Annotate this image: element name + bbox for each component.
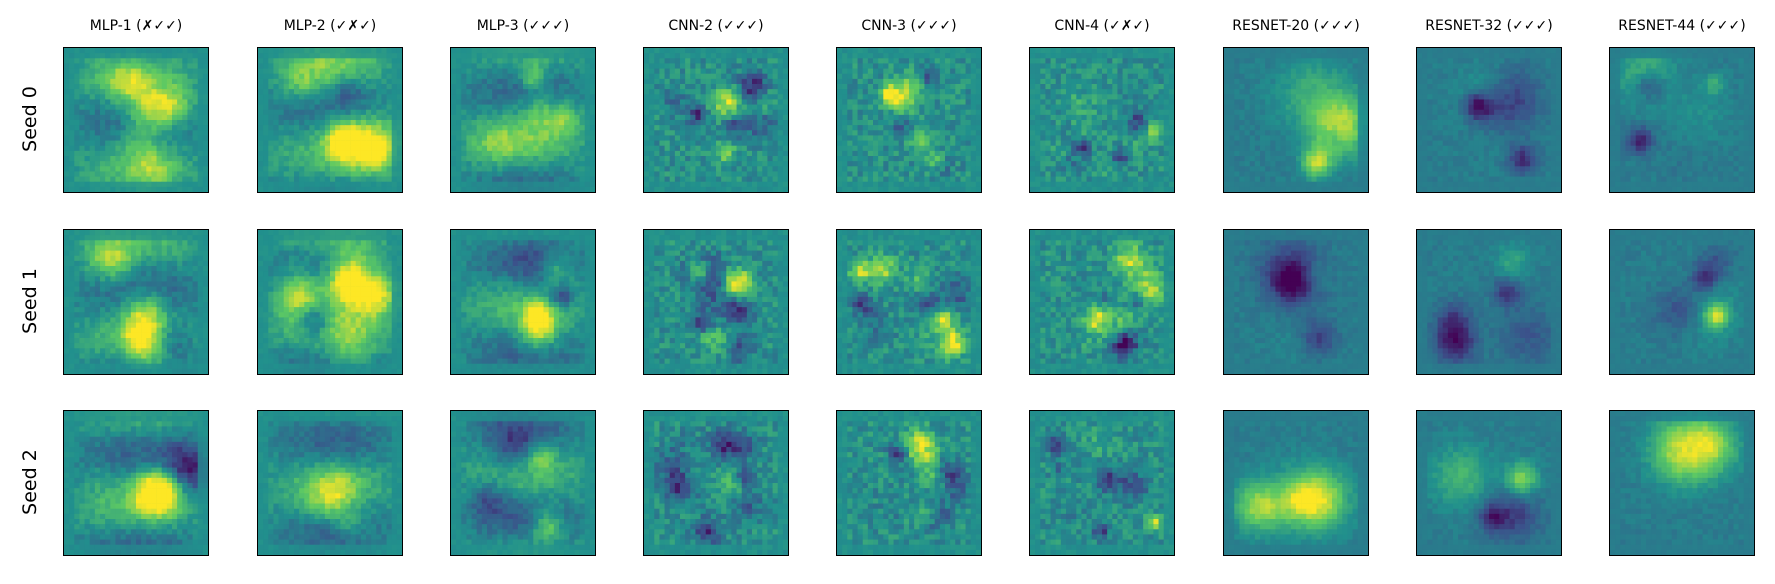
heatmap-image <box>451 230 595 374</box>
heatmap-panel <box>643 47 789 193</box>
heatmap-image <box>1030 411 1174 555</box>
heatmap-image <box>1224 230 1368 374</box>
heatmap-image <box>64 48 208 192</box>
heatmap-image <box>451 48 595 192</box>
heatmap-panel <box>836 47 982 193</box>
heatmap-image <box>1610 230 1754 374</box>
column-title: RESNET-32 (✓✓✓) <box>1389 17 1589 35</box>
row-label: Seed 0 <box>19 74 41 164</box>
column-title: MLP-1 (✗✓✓) <box>36 17 236 35</box>
heatmap-panel <box>643 410 789 556</box>
heatmap-panel <box>1029 410 1175 556</box>
heatmap-image <box>1417 411 1561 555</box>
heatmap-image <box>644 230 788 374</box>
column-title: RESNET-20 (✓✓✓) <box>1196 17 1396 35</box>
heatmap-panel <box>1416 47 1562 193</box>
heatmap-panel <box>1609 229 1755 375</box>
heatmap-panel <box>63 229 209 375</box>
heatmap-panel <box>257 229 403 375</box>
heatmap-panel <box>257 47 403 193</box>
heatmap-panel <box>1223 47 1369 193</box>
heatmap-image <box>644 48 788 192</box>
heatmap-panel <box>836 410 982 556</box>
heatmap-image <box>1417 48 1561 192</box>
heatmap-image <box>644 411 788 555</box>
column-title: CNN-4 (✓✗✓) <box>1002 17 1202 35</box>
heatmap-image <box>64 230 208 374</box>
heatmap-image <box>837 48 981 192</box>
heatmap-image <box>1224 411 1368 555</box>
heatmap-image <box>837 230 981 374</box>
heatmap-panel <box>1609 410 1755 556</box>
heatmap-image <box>1610 411 1754 555</box>
column-title: RESNET-44 (✓✓✓) <box>1582 17 1775 35</box>
heatmap-panel <box>1416 229 1562 375</box>
heatmap-panel <box>1416 410 1562 556</box>
heatmap-image <box>258 411 402 555</box>
heatmap-panel <box>257 410 403 556</box>
column-title: MLP-2 (✓✗✓) <box>230 17 430 35</box>
heatmap-panel <box>643 229 789 375</box>
heatmap-image <box>258 230 402 374</box>
heatmap-image <box>1030 48 1174 192</box>
heatmap-panel <box>1223 229 1369 375</box>
heatmap-panel <box>450 47 596 193</box>
heatmap-panel <box>836 229 982 375</box>
heatmap-image <box>1224 48 1368 192</box>
heatmap-image <box>451 411 595 555</box>
column-title: MLP-3 (✓✓✓) <box>423 17 623 35</box>
heatmap-panel <box>63 410 209 556</box>
heatmap-panel <box>450 410 596 556</box>
heatmap-panel <box>1029 47 1175 193</box>
heatmap-panel <box>63 47 209 193</box>
heatmap-image <box>64 411 208 555</box>
heatmap-panel <box>450 229 596 375</box>
heatmap-panel <box>1223 410 1369 556</box>
column-title: CNN-3 (✓✓✓) <box>809 17 1009 35</box>
heatmap-image <box>1417 230 1561 374</box>
heatmap-panel <box>1029 229 1175 375</box>
row-label: Seed 2 <box>19 437 41 527</box>
column-title: CNN-2 (✓✓✓) <box>616 17 816 35</box>
heatmap-image <box>258 48 402 192</box>
heatmap-image <box>1610 48 1754 192</box>
heatmap-panel <box>1609 47 1755 193</box>
heatmap-image <box>1030 230 1174 374</box>
row-label: Seed 1 <box>19 256 41 346</box>
heatmap-image <box>837 411 981 555</box>
